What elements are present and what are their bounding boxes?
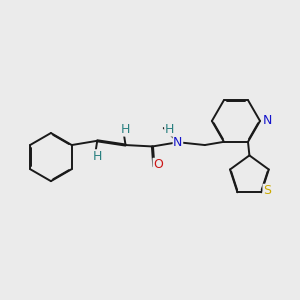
Text: H: H [121,123,130,136]
Text: S: S [263,184,271,197]
Text: H: H [165,123,174,136]
Text: H: H [92,150,102,163]
Text: N: N [262,115,272,128]
Text: O: O [153,158,163,171]
Text: N: N [173,136,183,149]
